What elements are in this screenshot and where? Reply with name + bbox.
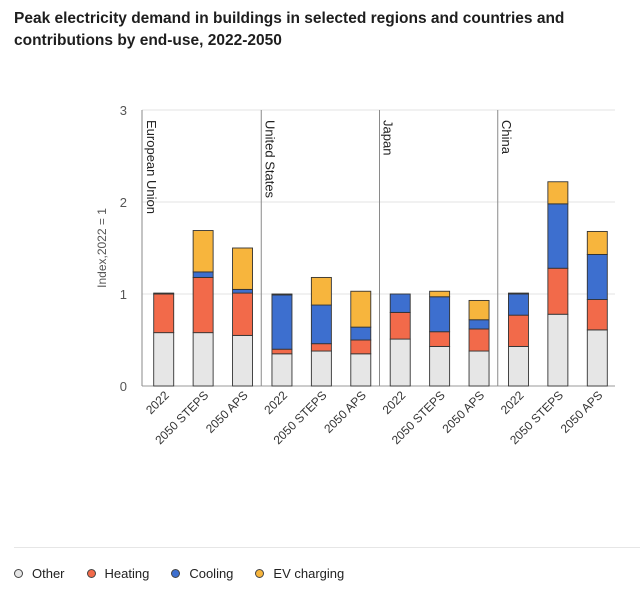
- x-tick-label: 2022: [261, 388, 290, 417]
- legend-swatch: [14, 569, 23, 578]
- group-label: European Union: [144, 120, 159, 214]
- bar-segment-other: [271, 353, 293, 387]
- bar-segment-heating: [508, 314, 529, 347]
- bar-segment-ev-charging: [192, 230, 214, 273]
- bar-segment-ev-charging: [586, 230, 608, 255]
- bar-segment-ev-charging: [232, 247, 253, 290]
- bar-segment-other: [153, 332, 175, 387]
- bar-segment-cooling: [192, 271, 214, 278]
- bar-segment-cooling: [310, 304, 332, 345]
- bar-segment-heating: [389, 311, 411, 340]
- bar-segment-cooling: [547, 203, 569, 269]
- bar-segment-cooling: [429, 296, 451, 333]
- bar-segment-ev-charging: [271, 293, 293, 296]
- y-tick-label: 0: [120, 379, 127, 394]
- bar-segment-heating: [192, 276, 214, 334]
- group-label: United States: [262, 120, 277, 199]
- legend: Other Heating Cooling EV charging: [14, 566, 344, 581]
- bar-segment-cooling: [350, 326, 372, 341]
- legend-divider: [14, 547, 640, 548]
- x-tick-label: 2050 APS: [203, 388, 251, 436]
- y-tick-label: 2: [120, 195, 127, 210]
- bar-segment-cooling: [232, 288, 253, 294]
- bar-segment-ev-charging: [310, 276, 332, 306]
- x-tick-label: 2050 APS: [440, 388, 488, 436]
- group-label: Japan: [381, 120, 396, 155]
- y-tick-label: 1: [120, 287, 127, 302]
- legend-label: Cooling: [189, 566, 234, 581]
- bar-segment-ev-charging: [350, 290, 372, 328]
- x-tick-label: 2022: [380, 388, 409, 417]
- bar-segment-ev-charging: [508, 292, 529, 295]
- bar-segment-cooling: [586, 253, 608, 300]
- legend-label: Heating: [104, 566, 150, 581]
- bar-segment-other: [508, 345, 529, 387]
- bar-segment-cooling: [271, 294, 293, 350]
- bar-segment-other: [192, 332, 214, 387]
- y-axis-label: Index,2022 = 1: [95, 208, 109, 288]
- legend-label: EV charging: [273, 566, 345, 581]
- bar-segment-heating: [153, 293, 175, 334]
- legend-item: Other: [14, 566, 65, 581]
- bars: [153, 181, 608, 387]
- legend-swatch: [86, 569, 96, 578]
- bar-segment-cooling: [508, 293, 529, 316]
- bar-segment-heating: [468, 328, 490, 352]
- bar-segment-cooling: [389, 293, 411, 313]
- bar-segment-other: [468, 350, 490, 387]
- bar-segment-ev-charging: [429, 290, 451, 298]
- gridlines: 0 1 2 3: [120, 103, 615, 394]
- bar-segment-heating: [547, 267, 569, 315]
- bar-segment-heating: [350, 339, 372, 355]
- bar-segment-other: [232, 334, 253, 387]
- x-tick-label: 2022: [143, 388, 172, 417]
- bar-segment-cooling: [468, 319, 490, 330]
- y-tick-label: 3: [120, 103, 127, 118]
- bar-segment-other: [310, 350, 332, 387]
- x-tick-label: 2050 APS: [558, 388, 606, 436]
- bar-segment-heating: [429, 331, 451, 347]
- chart-area: 0 1 2 3 Index,2022 = 1 European Union United…: [95, 103, 615, 447]
- bar-segment-heating: [271, 348, 293, 355]
- legend-swatch: [171, 569, 181, 578]
- group-dividers: European Union United States Japan China: [141, 110, 514, 386]
- bar-segment-heating: [586, 299, 608, 331]
- bar-segment-ev-charging: [468, 299, 490, 321]
- bar-segment-other: [389, 338, 411, 387]
- legend-item: EV charging: [255, 566, 344, 581]
- bar-segment-other: [429, 345, 451, 387]
- legend-item: Heating: [86, 566, 150, 581]
- legend-label: Other: [32, 566, 65, 581]
- x-tick-label: 2022: [498, 388, 527, 417]
- legend-item: Cooling: [171, 566, 233, 581]
- legend-swatch: [255, 569, 265, 578]
- bar-segment-heating: [232, 292, 253, 336]
- bar-segment-heating: [310, 343, 332, 352]
- chart-title: Peak electricity demand in buildings in …: [14, 10, 565, 49]
- group-label: China: [499, 120, 514, 155]
- bar-segment-ev-charging: [547, 181, 569, 205]
- x-tick-label: 2050 APS: [321, 388, 369, 436]
- bar-segment-other: [547, 313, 569, 387]
- bar-segment-ev-charging: [153, 292, 175, 295]
- bar-segment-other: [350, 353, 372, 387]
- bar-segment-other: [586, 329, 608, 387]
